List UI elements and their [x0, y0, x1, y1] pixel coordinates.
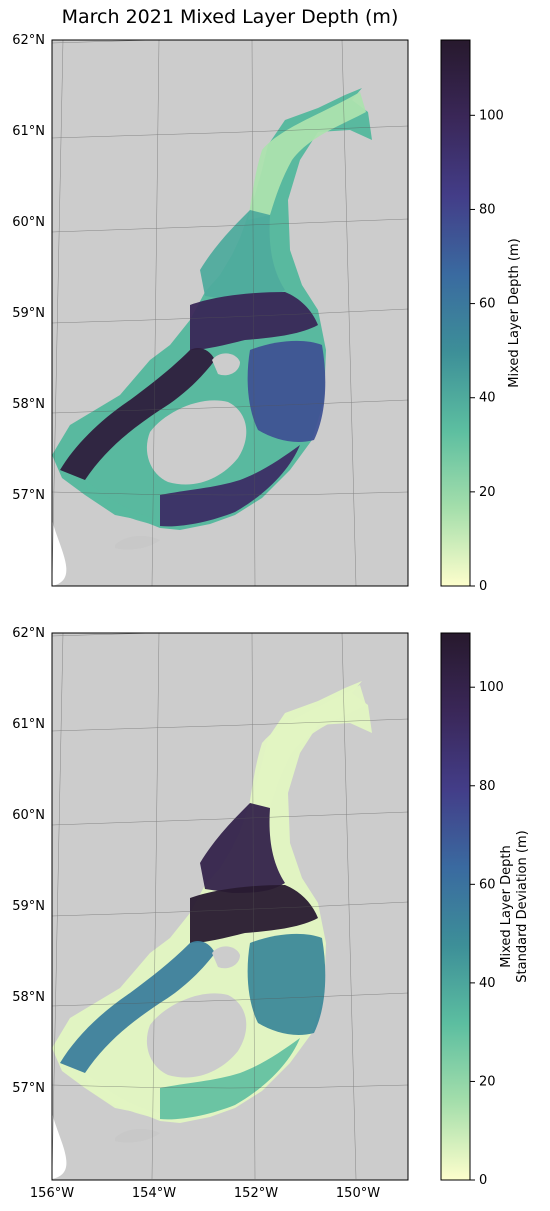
lat-tick-label: 59°N — [12, 306, 45, 321]
colorbar: 0 20 40 60 80 100 Mixed Layer Depth (m) — [440, 39, 522, 594]
lat-gridline — [52, 125, 408, 139]
colorbar-tick-label: 80 — [479, 202, 496, 217]
colorbar-tick-label: 60 — [479, 297, 496, 312]
lat-gridline — [52, 308, 408, 324]
lat-gridline — [52, 901, 408, 917]
region-shelikof-strait — [60, 941, 215, 1073]
map-panel-std: 62°N 61°N 60°N 59°N 58°N 57°N 156°W 154°W 152°W 1… — [12, 626, 530, 1201]
colorbar-tick-label: 20 — [479, 485, 496, 500]
kodiak-island — [146, 400, 247, 485]
graticule — [52, 40, 408, 586]
lon-gridline — [251, 40, 256, 586]
small-island — [115, 1128, 160, 1143]
no-data-area — [52, 1113, 67, 1179]
lon-gridline — [341, 40, 357, 586]
colorbar-tick-label: 40 — [479, 976, 496, 991]
lat-tick-label: 62°N — [12, 33, 45, 48]
kodiak-island — [146, 993, 247, 1078]
lon-tick-label: 156°W — [30, 1186, 74, 1201]
colorbar-tick-label: 80 — [479, 779, 496, 794]
lat-tick-label: 60°N — [12, 215, 45, 230]
lat-tick-label: 62°N — [12, 626, 45, 641]
colorbar: 0 20 40 60 80 100 Mixed Layer Depth Standard De… — [440, 632, 530, 1188]
island — [212, 353, 240, 376]
region-shelikof-strait — [60, 348, 215, 480]
lat-tick-label: 57°N — [12, 488, 45, 503]
colorbar-tick-label: 40 — [479, 391, 496, 406]
map-panel-mean: 62°N 61°N 60°N 59°N 58°N 57°N 0 20 40 60 80 100 Mixe… — [12, 33, 522, 594]
lat-gridline — [52, 218, 408, 233]
lat-tick-label: 57°N — [12, 1081, 45, 1096]
graticule — [52, 633, 408, 1180]
lat-gridline — [52, 718, 408, 732]
lon-gridline — [341, 633, 357, 1180]
region-south-of-kodiak — [160, 445, 300, 527]
lon-gridline — [151, 633, 160, 1180]
region-outer-shelf — [247, 340, 326, 442]
lat-tick-label: 58°N — [12, 397, 45, 412]
lat-gridline — [52, 491, 408, 496]
region-south-of-kodiak — [160, 1038, 300, 1120]
lon-tick-label: 152°W — [234, 1186, 278, 1201]
lat-gridline — [52, 40, 165, 44]
lon-tick-label: 154°W — [132, 1186, 176, 1201]
region-mid-inlet — [200, 210, 285, 300]
ocean-heatmap — [52, 681, 372, 1143]
colorbar-gradient — [440, 39, 471, 587]
colorbar-tick-label: 0 — [479, 579, 487, 594]
small-island — [115, 535, 160, 550]
colorbar-label: Mixed Layer Depth (m) — [507, 238, 522, 387]
colorbar-gradient — [440, 632, 471, 1181]
map-frame — [51, 39, 409, 587]
colorbar-tick-label: 100 — [479, 680, 504, 695]
region-outer-shelf — [247, 933, 326, 1035]
lat-tick-label: 60°N — [12, 808, 45, 823]
region-lower-inlet-kennedy-entrance — [190, 292, 318, 350]
lat-gridline — [52, 399, 408, 414]
colorbar-tick-label: 60 — [479, 877, 496, 892]
lat-gridline — [52, 992, 408, 1007]
region-mid-inlet-channel — [200, 803, 285, 893]
lat-gridline — [52, 1084, 408, 1089]
lat-gridline — [52, 811, 408, 826]
region-nearshore-shelf — [85, 480, 160, 526]
lat-tick-label: 61°N — [12, 124, 45, 139]
lon-gridline — [251, 633, 256, 1180]
colorbar-tick-label: 0 — [479, 1173, 487, 1188]
lat-tick-label: 61°N — [12, 717, 45, 732]
lon-gridline — [52, 633, 64, 1180]
region-upper-inlet — [248, 92, 366, 220]
lon-tick-label: 150°W — [336, 1186, 380, 1201]
map-frame — [51, 632, 409, 1181]
colorbar-tick-label: 20 — [479, 1074, 496, 1089]
lon-gridline — [151, 40, 160, 586]
region-lower-inlet-kennedy-entrance — [190, 885, 318, 943]
region-upper-inlet — [248, 685, 366, 813]
ocean-heatmap — [52, 88, 372, 550]
lon-gridline — [52, 40, 64, 586]
island — [212, 946, 240, 969]
region-nearshore-shelf — [85, 1073, 160, 1119]
lat-tick-label: 58°N — [12, 990, 45, 1005]
lat-gridline — [52, 633, 165, 637]
colorbar-tick-label: 100 — [479, 108, 504, 123]
colorbar-label-line: Standard Deviation (m) — [515, 830, 530, 982]
figure-title: March 2021 Mixed Layer Depth (m) — [61, 6, 399, 28]
colorbar-label-line: Mixed Layer Depth — [499, 845, 514, 967]
no-data-area — [52, 520, 67, 586]
lat-tick-label: 59°N — [12, 899, 45, 914]
